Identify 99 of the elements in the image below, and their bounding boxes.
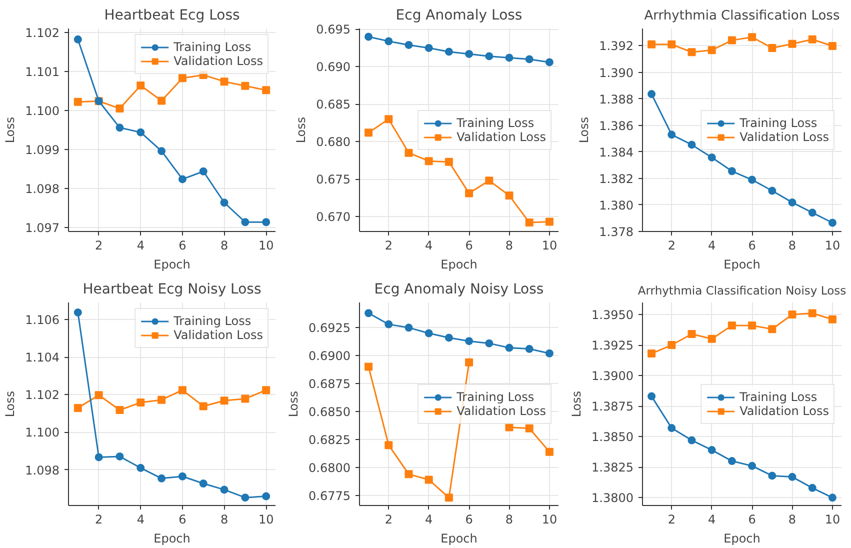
y-tick-label: 1.101 xyxy=(25,64,60,79)
x-tick-label: 4 xyxy=(708,238,716,252)
y-tick-label: 1.106 xyxy=(25,312,60,327)
x-tick-label: 10 xyxy=(824,238,840,252)
y-axis-title: Loss xyxy=(3,390,18,418)
y-tick-label: 1.382 xyxy=(599,172,634,186)
x-tick-label: 8 xyxy=(788,238,796,252)
y-axis-title: Loss xyxy=(577,116,592,144)
y-axis-title: Loss xyxy=(294,116,308,144)
y-tick-label: 0.6775 xyxy=(308,488,351,503)
y-tick-label: 1.380 xyxy=(599,198,634,212)
x-tick-label: 4 xyxy=(708,512,716,526)
x-tick-label: 2 xyxy=(95,512,103,526)
legend-label: Validation Loss xyxy=(456,404,546,418)
x-tick-label: 6 xyxy=(748,512,756,526)
x-tick-label: 4 xyxy=(136,238,144,252)
x-tick-label: 8 xyxy=(220,238,228,252)
y-tick-label: 1.390 xyxy=(599,66,634,80)
y-tick-label: 1.102 xyxy=(25,388,60,402)
legend-label: Validation Loss xyxy=(740,404,829,418)
legend-label: Training Loss xyxy=(174,40,252,54)
x-axis-title: Epoch xyxy=(724,258,760,272)
chart-title: Heartbeat Ecg Noisy Loss xyxy=(82,282,262,298)
x-tick-label: 6 xyxy=(178,238,186,252)
y-tick-label: 1.100 xyxy=(25,104,60,118)
x-tick-label: 2 xyxy=(668,238,676,252)
y-tick-label: 0.690 xyxy=(316,60,351,74)
y-tick-label: 1.098 xyxy=(25,463,60,478)
x-axis-title: Epoch xyxy=(154,258,190,272)
legend-label: Validation Loss xyxy=(174,54,263,68)
chart-title: Arrhythmia Classification Noisy Loss xyxy=(638,284,846,298)
x-tick-label: 6 xyxy=(465,238,473,252)
y-tick-label: 1.3850 xyxy=(592,430,634,444)
x-tick-label: 4 xyxy=(425,238,433,252)
y-tick-label: 1.378 xyxy=(599,225,634,239)
x-tick-label: 6 xyxy=(748,238,756,252)
x-tick-label: 4 xyxy=(136,512,144,526)
chart-title: Ecg Anomaly Noisy Loss xyxy=(374,282,544,298)
y-tick-label: 1.388 xyxy=(599,92,634,106)
x-tick-label: 2 xyxy=(95,238,103,252)
y-tick-label: 1.098 xyxy=(25,182,60,196)
x-tick-label: 8 xyxy=(220,512,228,526)
x-tick-label: 8 xyxy=(505,238,514,252)
y-tick-label: 0.6850 xyxy=(308,405,351,420)
chart-title: Heartbeat Ecg Loss xyxy=(104,8,240,24)
y-axis-title: Loss xyxy=(286,390,301,418)
y-tick-label: 1.3925 xyxy=(592,338,634,353)
y-tick-label: 0.6800 xyxy=(308,460,351,475)
x-axis-title: Epoch xyxy=(154,532,190,546)
legend-label: Training Loss xyxy=(740,390,818,404)
y-tick-label: 1.384 xyxy=(599,145,634,160)
y-tick-label: 1.3950 xyxy=(592,308,634,322)
x-tick-label: 2 xyxy=(384,512,392,526)
y-axis-title: Loss xyxy=(570,390,584,418)
x-tick-label: 8 xyxy=(788,512,796,526)
x-axis-title: Epoch xyxy=(724,532,760,546)
y-tick-label: 1.3900 xyxy=(592,369,634,384)
legend-label: Validation Loss xyxy=(740,130,829,144)
legend-label: Validation Loss xyxy=(456,130,546,144)
x-tick-label: 10 xyxy=(258,238,274,252)
y-tick-label: 0.6875 xyxy=(308,377,351,392)
y-tick-label: 0.695 xyxy=(316,22,351,37)
y-tick-label: 0.670 xyxy=(316,210,351,224)
chart-title: Ecg Anomaly Loss xyxy=(396,8,522,24)
x-tick-label: 6 xyxy=(178,512,186,526)
y-tick-label: 1.097 xyxy=(25,221,60,236)
y-tick-label: 1.104 xyxy=(25,350,60,365)
y-tick-label: 1.3800 xyxy=(592,491,634,506)
y-tick-label: 0.675 xyxy=(316,172,351,187)
y-tick-label: 0.680 xyxy=(316,135,351,150)
x-tick-label: 6 xyxy=(465,512,473,526)
y-tick-label: 1.386 xyxy=(599,118,634,133)
x-tick-label: 8 xyxy=(505,512,514,526)
y-tick-label: 0.6825 xyxy=(308,433,351,448)
x-tick-label: 10 xyxy=(542,512,558,526)
x-axis-title: Epoch xyxy=(440,258,478,272)
y-tick-label: 1.100 xyxy=(25,426,60,440)
legend-label: Training Loss xyxy=(456,390,534,404)
y-axis-title: Loss xyxy=(3,116,18,144)
y-tick-label: 1.3825 xyxy=(592,460,634,475)
y-tick-label: 0.6900 xyxy=(308,349,351,364)
y-tick-label: 0.685 xyxy=(316,98,351,112)
x-tick-label: 2 xyxy=(384,238,392,252)
y-tick-label: 1.099 xyxy=(25,143,60,158)
x-axis-title: Epoch xyxy=(440,532,478,546)
x-tick-label: 4 xyxy=(425,512,433,526)
y-tick-label: 0.6925 xyxy=(308,321,351,336)
x-tick-label: 10 xyxy=(542,238,558,252)
legend-label: Training Loss xyxy=(174,314,252,328)
x-tick-label: 10 xyxy=(824,512,840,526)
y-tick-label: 1.3875 xyxy=(592,400,634,414)
legend-label: Training Loss xyxy=(740,116,818,130)
x-tick-label: 10 xyxy=(258,512,274,526)
y-tick-label: 1.392 xyxy=(599,39,634,54)
chart-title: Arrhythmia Classification Loss xyxy=(644,8,840,24)
y-tick-label: 1.102 xyxy=(25,26,60,40)
legend-label: Training Loss xyxy=(456,116,534,130)
x-tick-label: 2 xyxy=(668,512,676,526)
legend-label: Validation Loss xyxy=(174,328,263,342)
